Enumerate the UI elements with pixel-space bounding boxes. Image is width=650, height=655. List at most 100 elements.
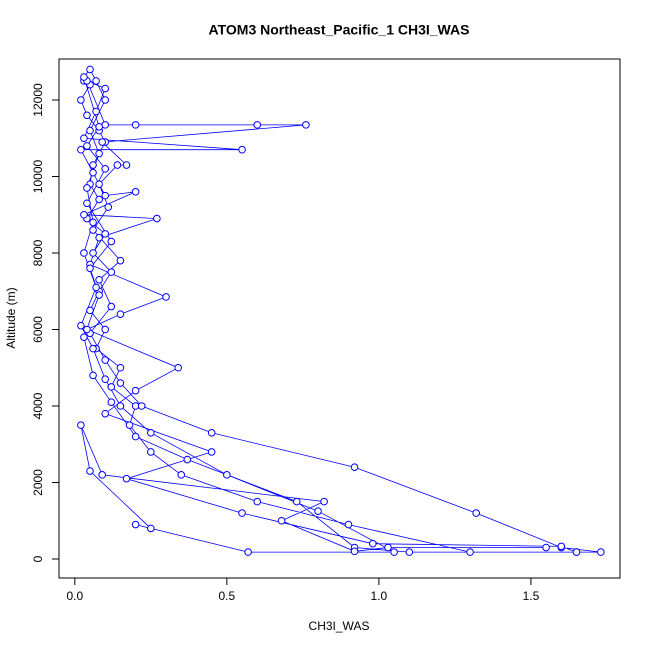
data-point	[116, 256, 125, 265]
data-point	[95, 233, 103, 242]
data-point	[597, 548, 605, 556]
data-point	[466, 548, 474, 556]
data-point	[314, 507, 322, 515]
data-point	[89, 371, 97, 380]
data-point	[77, 145, 85, 154]
data-point	[101, 325, 110, 334]
data-point	[107, 302, 116, 311]
data-point	[253, 497, 262, 506]
data-point	[101, 230, 110, 238]
data-point	[80, 333, 88, 341]
data-point	[125, 421, 134, 429]
data-point	[95, 180, 103, 188]
data-point	[292, 497, 301, 506]
data-point	[101, 165, 110, 173]
data-point	[80, 134, 88, 143]
data-point	[80, 249, 88, 257]
data-point	[207, 428, 216, 437]
data-point	[207, 448, 216, 456]
data-point	[116, 363, 125, 372]
data-point	[77, 321, 85, 330]
data-point	[116, 379, 125, 387]
data-point	[92, 283, 100, 292]
data-point	[92, 107, 100, 116]
data-point	[101, 356, 110, 364]
data-point	[101, 96, 110, 104]
data-point	[177, 471, 186, 479]
data-point	[107, 237, 116, 246]
y-tick-label: 4000	[31, 392, 45, 419]
data-point	[131, 386, 140, 395]
data-point	[89, 249, 97, 257]
data-point	[116, 402, 125, 410]
data-point	[368, 539, 377, 548]
data-point	[83, 142, 91, 150]
data-point	[80, 73, 88, 81]
chart-title: ATOM3 Northeast_Pacific_1 CH3I_WAS	[209, 22, 470, 38]
data-point	[83, 184, 91, 192]
data-point	[277, 516, 286, 525]
y-axis-label: Altitude (m)	[4, 287, 18, 348]
x-tick-label: 1.0	[371, 589, 388, 603]
data-point	[104, 203, 113, 211]
data-point	[320, 497, 328, 506]
data-point	[98, 471, 106, 479]
data-point	[350, 463, 359, 471]
y-tick-label: 2000	[31, 469, 45, 496]
data-point	[98, 138, 106, 146]
data-point	[77, 96, 85, 104]
data-point	[137, 402, 146, 410]
data-point	[89, 226, 97, 234]
data-point	[572, 548, 581, 556]
data-point	[113, 161, 122, 169]
data-point	[89, 168, 97, 177]
data-point	[223, 471, 231, 479]
y-tick-label: 0	[31, 555, 45, 562]
data-point	[101, 409, 110, 418]
data-point	[131, 432, 140, 441]
data-point	[183, 455, 192, 464]
data-point	[101, 84, 110, 93]
data-point	[238, 145, 246, 154]
data-point	[107, 398, 116, 406]
data-point	[302, 121, 310, 129]
data-point	[95, 149, 103, 158]
data-point	[384, 543, 392, 552]
data-point	[95, 195, 103, 204]
data-point	[131, 121, 140, 129]
data-point	[116, 310, 125, 318]
y-tick-label: 8000	[31, 239, 45, 266]
data-point	[77, 421, 85, 429]
data-point	[472, 509, 480, 517]
data-point	[405, 548, 414, 556]
data-point	[80, 210, 88, 219]
data-point	[89, 161, 97, 169]
x-tick-label: 0.5	[219, 589, 236, 603]
x-tick-label: 0.0	[66, 589, 83, 603]
data-point	[89, 344, 97, 353]
x-tick-label: 1.5	[523, 589, 540, 603]
data-point	[557, 542, 566, 551]
data-point	[95, 122, 103, 131]
data-point	[86, 467, 94, 475]
data-point	[122, 161, 131, 169]
data-point	[101, 375, 110, 384]
y-tick-label: 12000	[31, 83, 45, 117]
data-point	[244, 548, 252, 556]
data-point	[107, 268, 116, 276]
data-point	[89, 218, 97, 227]
data-point	[83, 199, 91, 208]
data-point	[95, 275, 103, 284]
data-point	[350, 547, 359, 556]
data-point	[122, 474, 131, 483]
data-point	[147, 428, 155, 437]
data-point	[131, 520, 140, 529]
data-point	[131, 188, 140, 196]
plot-frame	[58, 58, 621, 579]
data-point	[147, 448, 155, 456]
data-point	[542, 543, 550, 552]
data-point	[86, 264, 94, 273]
data-point	[344, 520, 353, 529]
